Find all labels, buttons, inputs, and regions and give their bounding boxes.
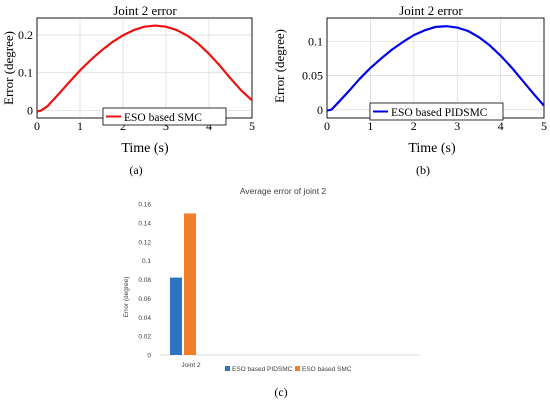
chart-b-y-ticks: 0 0.05 0.1 bbox=[302, 34, 323, 116]
chart-c-title: Average error of joint 2 bbox=[240, 186, 327, 196]
chart-a-x-ticks: 0 1 2 3 4 5 bbox=[34, 119, 255, 133]
chart-a-grid bbox=[36, 18, 253, 118]
chart-a: Joint 2 error 0 0.1 0.2 0 1 2 3 4 5 Error (degr… bbox=[1, 3, 255, 177]
chart-a-ylabel: Error (degree) bbox=[1, 31, 16, 105]
a-x-tick-label: 0 bbox=[34, 119, 40, 133]
chart-c-y-tick-label: 0.08 bbox=[138, 277, 151, 284]
chart-c-category-label: Joint 2 bbox=[181, 362, 201, 369]
chart-b-legend-label: ESO based PIDSMC bbox=[391, 107, 488, 119]
b-y-tick-label: 0.05 bbox=[302, 69, 323, 83]
chart-b: Joint 2 error 0 0.05 0.1 0 1 2 3 4 5 Error (deg… bbox=[272, 3, 547, 177]
chart-c-bars bbox=[170, 213, 196, 355]
a-x-tick-label: 1 bbox=[77, 119, 83, 133]
chart-a-series bbox=[36, 24, 253, 113]
a-y-tick-label: 0 bbox=[27, 103, 33, 117]
chart-a-y-ticks: 0 0.1 0.2 bbox=[18, 28, 33, 117]
chart-c: Average error of joint 2 0 0.02 0.04 0.06 0.… bbox=[123, 186, 420, 399]
chart-c-legend: ESO based PIDSMC ESO based SMC bbox=[225, 366, 352, 373]
chart-b-series bbox=[326, 25, 545, 112]
chart-a-caption: (a) bbox=[129, 163, 142, 177]
b-x-tick-label: 4 bbox=[498, 119, 504, 133]
chart-a-plot-frame bbox=[36, 17, 253, 119]
b-x-tick-label: 0 bbox=[324, 119, 330, 133]
a-y-tick-label: 0.2 bbox=[18, 28, 33, 42]
chart-c-y-ticks: 0 0.02 0.04 0.06 0.08 0.1 0.12 0.14 0.16 bbox=[138, 202, 151, 360]
chart-a-legend: ESO based SMC bbox=[102, 107, 227, 126]
chart-c-y-tick-label: 0.16 bbox=[138, 202, 151, 209]
b-y-tick-label: 0.1 bbox=[308, 34, 323, 48]
chart-c-y-tick-label: 0.04 bbox=[138, 315, 151, 322]
chart-c-legend-label-0: ESO based PIDSMC bbox=[232, 366, 293, 373]
chart-c-bar-0 bbox=[170, 277, 182, 355]
chart-c-y-tick-label: 0.14 bbox=[138, 220, 151, 227]
a-series-line-0 bbox=[36, 24, 253, 113]
b-x-tick-label: 2 bbox=[411, 119, 417, 133]
chart-c-bar-1 bbox=[184, 213, 196, 355]
chart-b-legend: ESO based PIDSMC bbox=[369, 102, 504, 121]
chart-b-xlabel: Time (s) bbox=[408, 141, 456, 156]
chart-c-ylabel: Error (degree) bbox=[123, 277, 130, 318]
chart-c-y-tick-label: 0.06 bbox=[138, 296, 151, 303]
chart-b-x-ticks: 0 1 2 3 4 5 bbox=[324, 119, 547, 133]
chart-c-legend-label-1: ESO based SMC bbox=[302, 366, 352, 373]
b-x-tick-label: 1 bbox=[367, 119, 373, 133]
chart-b-title: Joint 2 error bbox=[399, 3, 463, 18]
b-x-tick-label: 3 bbox=[454, 119, 460, 133]
chart-c-y-tick-label: 0 bbox=[147, 353, 151, 360]
a-x-tick-label: 3 bbox=[163, 119, 169, 133]
chart-b-legend-box bbox=[369, 102, 504, 121]
chart-b-caption: (b) bbox=[416, 163, 430, 177]
a-y-tick-label: 0.1 bbox=[18, 66, 33, 80]
chart-a-legend-box bbox=[102, 107, 227, 126]
chart-c-legend-swatch-0 bbox=[225, 366, 230, 371]
chart-a-legend-label: ESO based SMC bbox=[124, 112, 202, 124]
a-x-tick-label: 2 bbox=[120, 119, 126, 133]
chart-c-caption: (c) bbox=[274, 385, 287, 399]
b-x-tick-label: 5 bbox=[541, 119, 547, 133]
chart-c-y-tick-label: 0.02 bbox=[138, 334, 151, 341]
b-y-tick-label: 0 bbox=[317, 103, 323, 117]
a-x-tick-label: 5 bbox=[249, 119, 255, 133]
a-x-tick-label: 4 bbox=[206, 119, 212, 133]
b-series-line-0 bbox=[326, 25, 545, 112]
chart-b-ylabel: Error (degree) bbox=[272, 29, 287, 103]
chart-c-legend-swatch-1 bbox=[295, 366, 300, 371]
chart-c-y-tick-label: 0.1 bbox=[142, 258, 151, 265]
chart-a-title: Joint 2 error bbox=[113, 3, 177, 18]
chart-a-xlabel: Time (s) bbox=[121, 141, 169, 156]
chart-c-y-tick-label: 0.12 bbox=[138, 239, 151, 246]
